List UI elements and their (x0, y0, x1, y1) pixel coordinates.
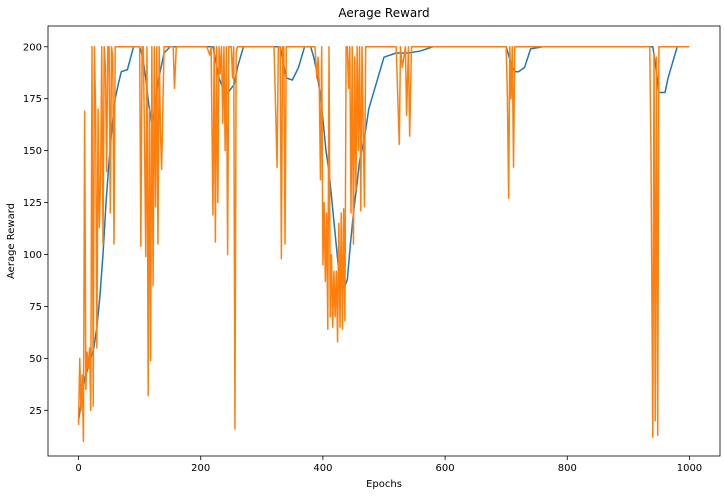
y-tick-label: 150 (23, 146, 42, 157)
x-axis-ticks: 0 200 400 600 800 1000 (75, 456, 702, 474)
x-tick-label: 200 (191, 463, 210, 474)
y-axis-label: Aerage Reward (6, 203, 17, 279)
x-tick-label: 0 (75, 463, 81, 474)
x-tick-label: 400 (313, 463, 332, 474)
x-axis-label: Epochs (366, 479, 402, 490)
y-tick-label: 50 (29, 354, 42, 365)
y-tick-label: 75 (29, 302, 42, 313)
y-tick-label: 100 (23, 250, 42, 261)
y-tick-label: 175 (23, 94, 42, 105)
x-tick-label: 800 (558, 463, 577, 474)
x-tick-label: 1000 (677, 463, 702, 474)
chart-title: Aerage Reward (338, 6, 429, 20)
plot-frame (47, 25, 721, 457)
x-tick-label: 600 (436, 463, 455, 474)
series-line-2 (77, 46, 690, 443)
y-tick-label: 125 (23, 198, 42, 209)
y-axis-ticks: 25 50 75 100 125 150 175 200 (23, 42, 48, 417)
y-tick-label: 25 (29, 406, 42, 417)
series-layer (77, 46, 690, 443)
y-tick-label: 200 (23, 42, 42, 53)
